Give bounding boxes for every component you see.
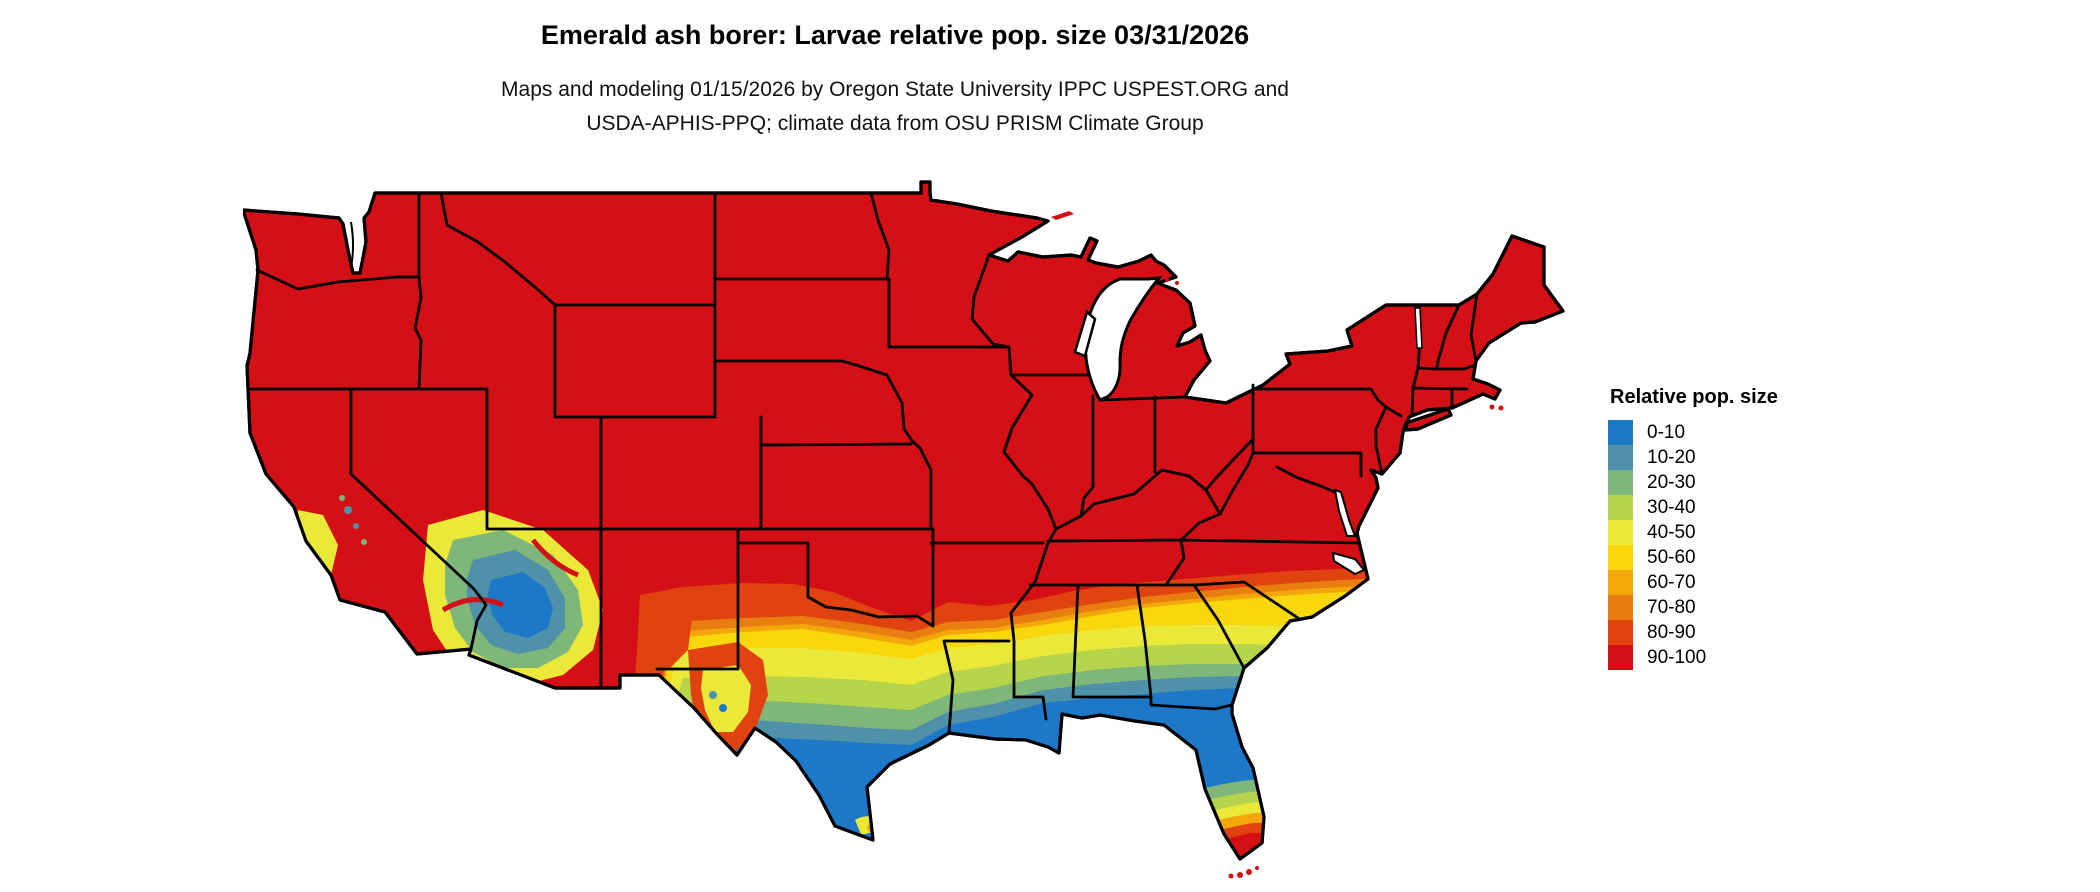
legend-item: 20-30 xyxy=(1608,470,1778,495)
lake-champlain xyxy=(1414,307,1423,349)
page-subtitle: Maps and modeling 01/15/2026 by Oregon S… xyxy=(0,73,1790,141)
legend-item: 80-90 xyxy=(1608,620,1778,645)
island-specks xyxy=(330,211,1504,879)
legend-item-label: 80-90 xyxy=(1647,622,1696,643)
legend-item: 70-80 xyxy=(1608,595,1778,620)
green-bay xyxy=(1073,309,1097,358)
legend-item: 90-100 xyxy=(1608,645,1778,670)
page-title: Emerald ash borer: Larvae relative pop. … xyxy=(540,20,1250,50)
legend-item-label: 70-80 xyxy=(1647,597,1696,618)
legend-item-label: 30-40 xyxy=(1647,497,1696,518)
big-bend-yellow-patch xyxy=(701,665,751,732)
legend-item: 50-60 xyxy=(1608,545,1778,570)
subtitle-line-2: USDA-APHIS-PPQ; climate data from OSU PR… xyxy=(586,112,1204,135)
legend-item: 10-20 xyxy=(1608,445,1778,470)
legend-item: 30-40 xyxy=(1608,495,1778,520)
legend-item-label: 10-20 xyxy=(1647,447,1696,468)
legend-color-swatch-icon xyxy=(1608,420,1633,445)
chesapeake-bay xyxy=(1333,488,1357,537)
legend-color-swatch-icon xyxy=(1608,645,1633,670)
arizona-patch-blue xyxy=(487,572,553,638)
puget-sound-detail xyxy=(350,221,354,269)
legend-item: 40-50 xyxy=(1608,520,1778,545)
arizona-red-streak xyxy=(441,538,579,613)
legend-item-label: 0-10 xyxy=(1647,422,1686,443)
legend-color-swatch-icon xyxy=(1608,620,1633,645)
legend-item-label: 90-100 xyxy=(1647,647,1707,668)
legend-color-swatch-icon xyxy=(1608,545,1633,570)
sierra-speck xyxy=(344,506,352,514)
legend-item: 0-10 xyxy=(1608,420,1778,445)
sierra-speck xyxy=(353,523,359,529)
subtitle-line-1: Maps and modeling 01/15/2026 by Oregon S… xyxy=(501,78,1289,101)
legend: Relative pop. size 0-10 10-20 20-30 30-40 40… xyxy=(1608,386,1778,670)
legend-color-swatch-icon xyxy=(1608,495,1633,520)
big-bend-blue-speck xyxy=(719,704,727,712)
state-borders xyxy=(249,191,1479,735)
legend-color-swatch-icon xyxy=(1608,445,1633,470)
legend-item-label: 60-70 xyxy=(1647,572,1696,593)
legend-color-swatch-icon xyxy=(1608,570,1633,595)
title-block: Emerald ash borer: Larvae relative pop. … xyxy=(0,0,1790,141)
new-mexico-orange-patch xyxy=(641,588,693,670)
legend-item: 60-70 xyxy=(1608,570,1778,595)
pamlico-sound xyxy=(1331,551,1366,576)
sierra-speck xyxy=(361,539,367,545)
legend-color-swatch-icon xyxy=(1608,470,1633,495)
legend-item-label: 20-30 xyxy=(1647,472,1696,493)
legend-color-swatch-icon xyxy=(1608,595,1633,620)
legend-item-label: 40-50 xyxy=(1647,522,1696,543)
legend-items: 0-10 10-20 20-30 30-40 40-50 50-60 60-70 70-80 8… xyxy=(1608,420,1778,670)
big-bend-teal-speck xyxy=(709,691,717,699)
sierra-speck xyxy=(339,495,345,501)
legend-title: Relative pop. size xyxy=(1610,386,1778,408)
legend-item-label: 50-60 xyxy=(1647,547,1696,568)
us-map-svg xyxy=(241,180,1565,879)
legend-color-swatch-icon xyxy=(1608,520,1633,545)
us-population-map xyxy=(241,180,1573,892)
